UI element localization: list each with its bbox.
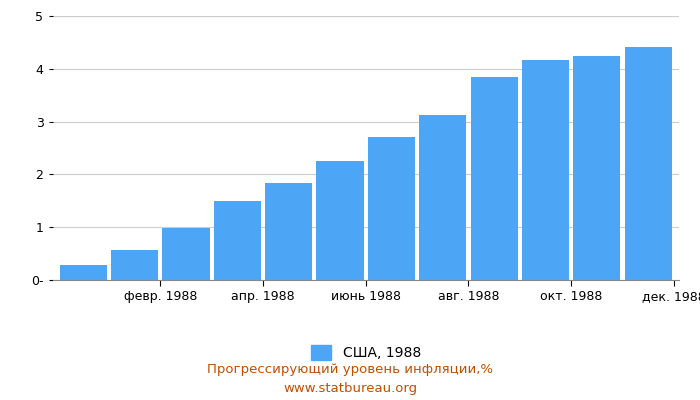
Bar [316,161,364,280]
Text: Прогрессирующий уровень инфляции,%: Прогрессирующий уровень инфляции,% [207,364,493,376]
Bar [265,183,312,280]
Bar [214,201,261,280]
Bar [522,60,569,280]
Bar [419,115,466,280]
Bar [60,265,107,280]
Text: www.statbureau.org: www.statbureau.org [283,382,417,395]
Bar [368,138,415,280]
Bar [470,77,518,280]
Legend: США, 1988: США, 1988 [305,340,426,366]
Bar [111,250,158,280]
Bar [162,228,209,280]
Bar [624,47,672,280]
Bar [573,56,620,280]
